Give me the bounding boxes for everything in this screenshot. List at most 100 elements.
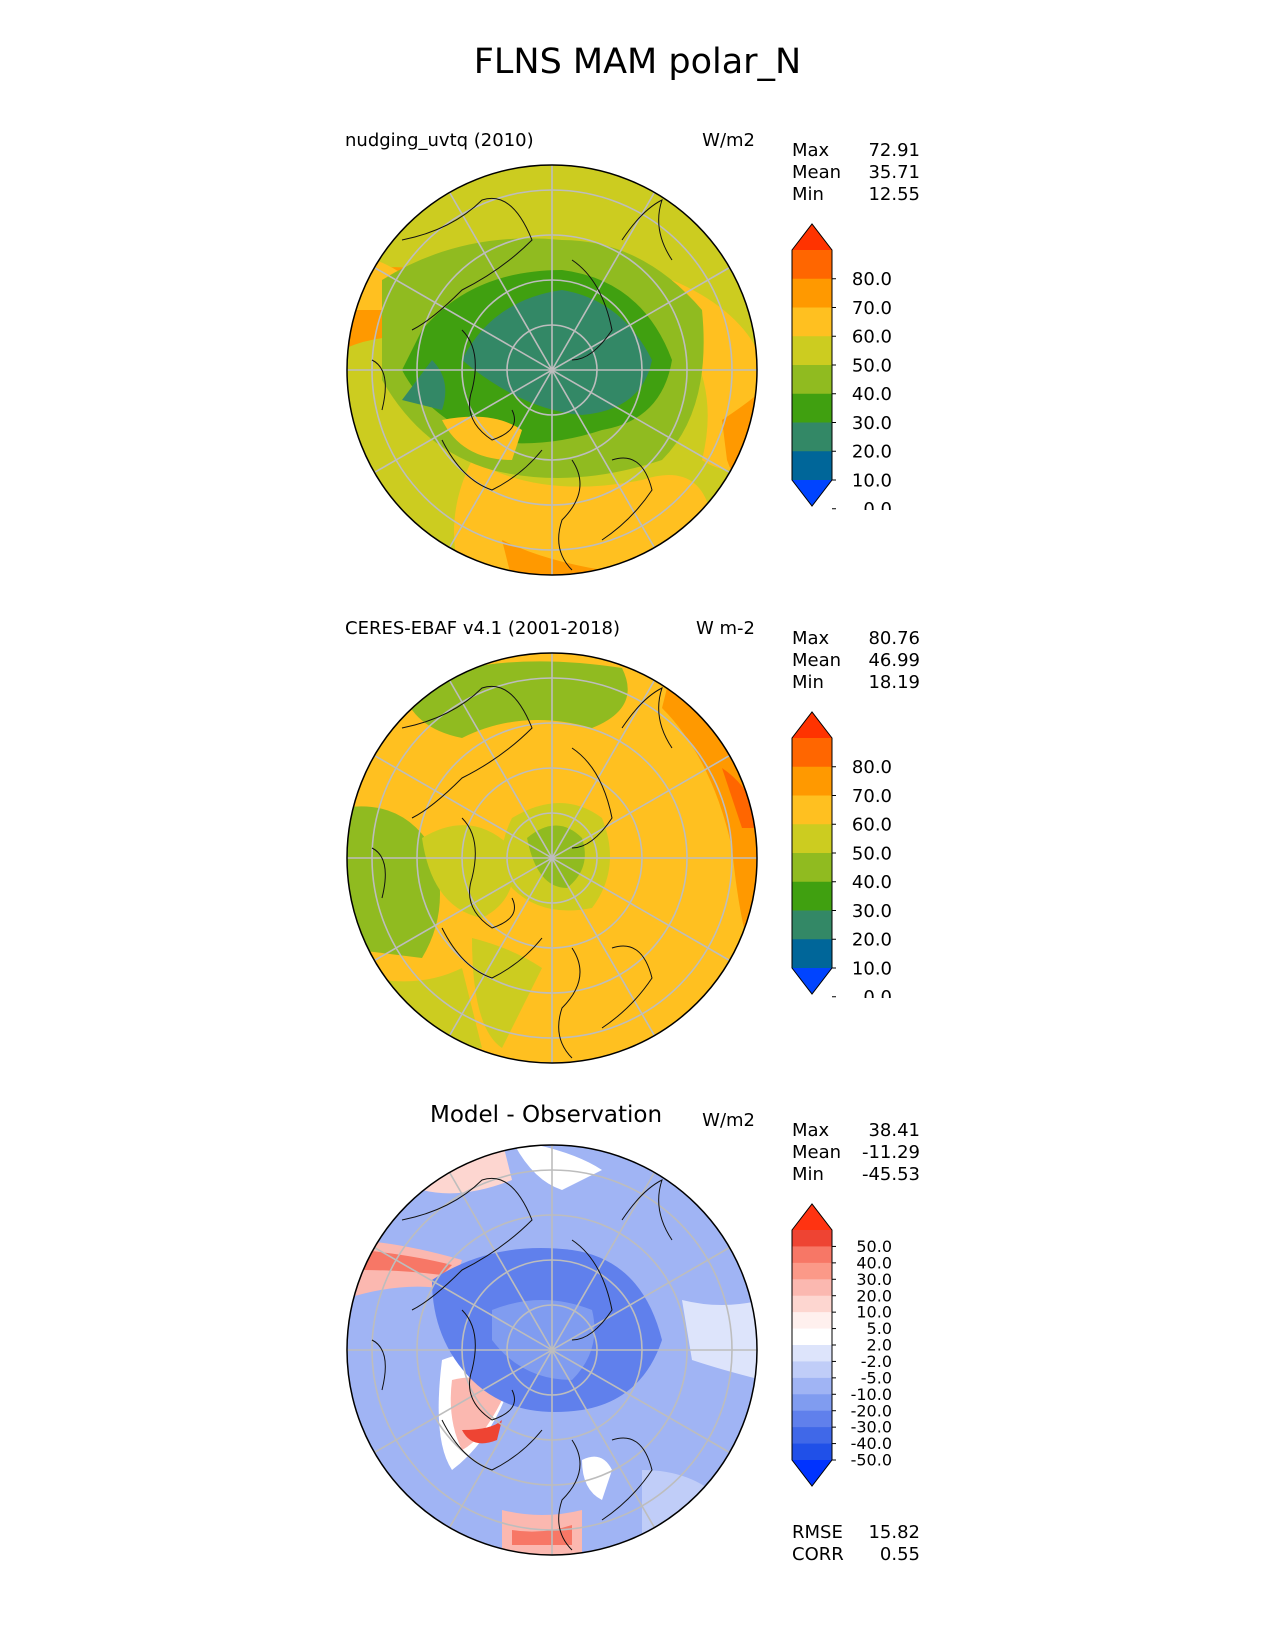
colorbar-swatch [792, 422, 832, 452]
panel-units: W/m2 [702, 1110, 755, 1131]
colorbar-swatch [792, 1295, 832, 1313]
colorbar-tick-label: 10.0 [852, 958, 892, 979]
colorbar-tick-label: 60.0 [852, 815, 892, 836]
stat-value: 35.71 [868, 162, 920, 183]
colorbar-tick-label: 30.0 [852, 901, 892, 922]
colorbar-tick-label: -5.0 [861, 1368, 892, 1387]
colorbar-tick-label: 50.0 [852, 843, 892, 864]
stat-label: Mean [792, 162, 842, 183]
colorbar-swatch [792, 1328, 832, 1346]
colorbar-swatch [792, 939, 832, 969]
colorbar-swatch [792, 1230, 832, 1247]
stats-box: Max 80.76 Mean 46.99 Min 18.19 [792, 628, 920, 694]
stat-value: 12.55 [868, 184, 920, 205]
figure-title: FLNS MAM polar_N [473, 42, 802, 82]
panel-units: W m-2 [695, 618, 755, 639]
colorbar-extend-min [792, 968, 832, 994]
colorbar-tick-label: 20.0 [856, 1286, 892, 1305]
colorbar-tick-label: 80.0 [852, 269, 892, 290]
colorbar-swatch [792, 1246, 832, 1264]
colorbar: 80.0 70.0 60.0 50.0 40.0 30.0 20.0 10.0 0.0 [788, 220, 908, 520]
stat-value: 80.76 [868, 628, 920, 649]
colorbar-tick-label: 50.0 [852, 355, 892, 376]
colorbar-swatch [792, 853, 832, 883]
colorbar-swatch [792, 738, 832, 768]
panel-title: Model - Observation [430, 1102, 663, 1128]
colorbar-tick-label: 70.0 [852, 298, 892, 319]
colorbar-tick-label: 10.0 [856, 1303, 892, 1322]
colorbar-tick-label: 30.0 [852, 413, 892, 434]
colorbar-swatch [792, 365, 832, 395]
polar-map [346, 652, 758, 1064]
stat-value: 18.19 [868, 672, 920, 693]
colorbar-swatch [792, 1345, 832, 1362]
colorbar-swatch [792, 1279, 832, 1297]
colorbar-tick-label: 5.0 [867, 1319, 892, 1338]
colorbar-tick-label: -20.0 [851, 1401, 892, 1420]
colorbar-tick-label: 40.0 [852, 872, 892, 893]
stat-label: Min [792, 1164, 824, 1185]
colorbar-tick-label: 80.0 [852, 757, 892, 778]
stat-label: CORR [792, 1544, 844, 1565]
colorbar-swatch [792, 1410, 832, 1428]
stat-label: Max [792, 140, 830, 161]
colorbar-swatch [792, 278, 832, 308]
colorbar-swatch [792, 1312, 832, 1330]
colorbar-tick-label: 20.0 [852, 930, 892, 951]
colorbar-tick-label: 10.0 [852, 470, 892, 491]
footer-stats: RMSE 15.82 CORR 0.55 [792, 1522, 920, 1566]
colorbar-extend-min [792, 480, 832, 506]
stat-value: -45.53 [861, 1164, 920, 1185]
colorbar-tick-label: -10.0 [851, 1385, 892, 1404]
polar-map [346, 164, 758, 576]
colorbar-graphic: 80.0 70.0 60.0 50.0 40.0 30.0 20.0 10.0 0.0 [791, 711, 892, 1008]
stat-value: 15.82 [868, 1522, 920, 1543]
colorbar-tick-label: 20.0 [852, 442, 892, 463]
colorbar-swatch [792, 1394, 832, 1412]
polar-map [346, 1144, 758, 1556]
panel-title: CERES-EBAF v4.1 (2001-2018) [345, 618, 621, 639]
colorbar-swatch [792, 1361, 832, 1379]
stat-label: Max [792, 628, 830, 649]
colorbar-swatch [792, 307, 832, 337]
colorbar-tick-label: 50.0 [856, 1237, 892, 1256]
colorbar-tick-label: -30.0 [851, 1418, 892, 1437]
colorbar-tick-label: 60.0 [852, 327, 892, 348]
stat-label: Min [792, 672, 824, 693]
stats-box: Max 38.41 Mean -11.29 Min -45.53 [792, 1120, 920, 1186]
colorbar-swatch [792, 1443, 832, 1461]
panel-title: nudging_uvtq (2010) [345, 130, 534, 151]
colorbar-swatch [792, 336, 832, 366]
colorbar-tick-label: 70.0 [852, 786, 892, 807]
stat-label: Mean [792, 1142, 842, 1163]
colorbar-extend-max [792, 1204, 832, 1230]
stats-box: Max 72.91 Mean 35.71 Min 12.55 [792, 140, 920, 206]
colorbar-swatch [792, 1427, 832, 1445]
panel-observation: CERES-EBAF v4.1 (2001-2018) W m-2 Max 80.… [0, 618, 1275, 1108]
panel-difference: Model - Observation W/m2 Max 38.41 Mean -1… [0, 1102, 1275, 1600]
colorbar-swatch [792, 795, 832, 825]
stat-value: 72.91 [868, 140, 920, 161]
colorbar-swatch [792, 824, 832, 854]
colorbar-swatch [792, 910, 832, 940]
stat-label: Max [792, 1120, 830, 1141]
stat-label: Min [792, 184, 824, 205]
stat-value: 0.55 [879, 1544, 920, 1565]
stat-label: RMSE [792, 1522, 843, 1543]
colorbar-swatch [792, 451, 832, 481]
colorbar-swatch [792, 1377, 832, 1395]
stat-value: 38.41 [868, 1120, 920, 1141]
colorbar-tick-label: 2.0 [867, 1336, 892, 1355]
colorbar-graphic: 80.0 70.0 60.0 50.0 40.0 30.0 20.0 10.0 0.0 [791, 223, 892, 520]
colorbar-swatch [792, 766, 832, 796]
colorbar-extend-max [792, 712, 832, 738]
colorbar: 50.0 40.0 30.0 20.0 10.0 5.0 2.0 -2.0 -5.0 -10.0-… [788, 1200, 908, 1494]
colorbar-tick-label: 0.0 [863, 499, 892, 510]
panel-model: nudging_uvtq (2010) W/m2 Max 72.91 Mean 35… [0, 130, 1275, 620]
colorbar-tick-label: 40.0 [856, 1253, 892, 1272]
stat-value: -11.29 [861, 1142, 920, 1163]
colorbar-swatch [792, 250, 832, 280]
colorbar-swatch [792, 1262, 832, 1280]
stat-label: Mean [792, 650, 842, 671]
colorbar-tick-label: -50.0 [851, 1451, 892, 1470]
